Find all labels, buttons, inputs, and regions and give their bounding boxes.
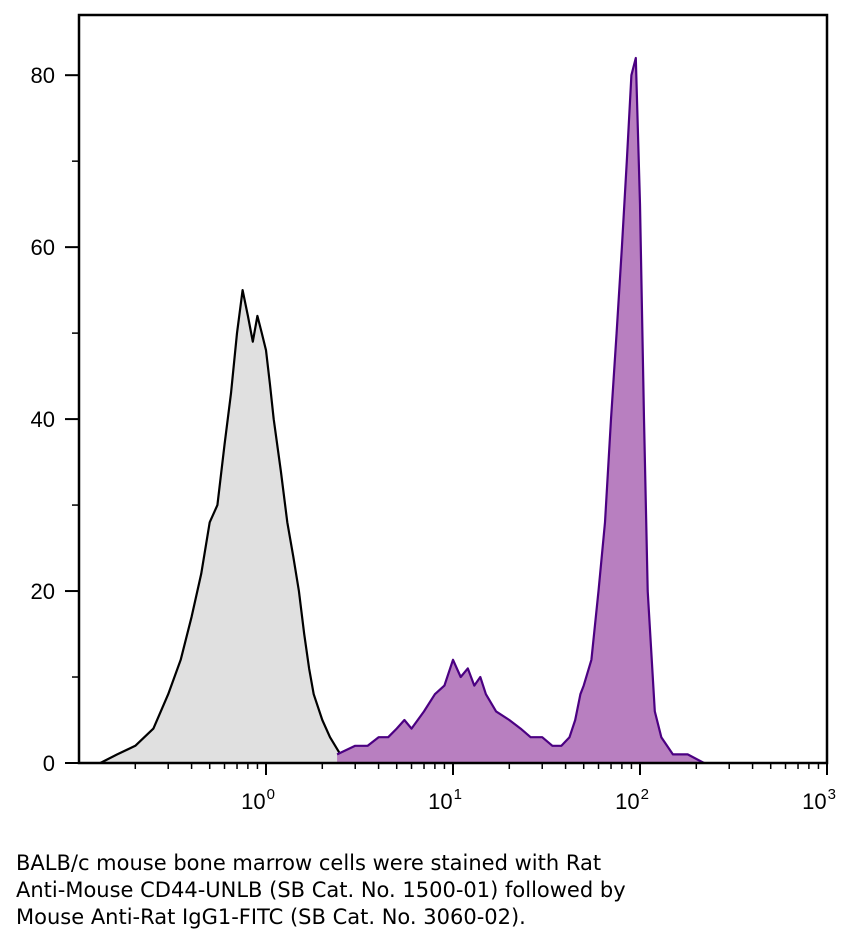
series-layer — [99, 56, 705, 764]
series-2-area — [337, 58, 704, 763]
x-tick-label: 101 — [428, 786, 462, 814]
caption-line: Anti-Mouse CD44-UNLB (SB Cat. No. 1500-0… — [16, 878, 626, 902]
caption-line: Mouse Anti-Rat IgG1-FITC (SB Cat. No. 30… — [16, 905, 526, 929]
x-tick-label: 103 — [802, 786, 836, 814]
series-1-line — [99, 289, 351, 764]
y-tick-label: 80 — [31, 63, 55, 88]
y-tick-label: 40 — [31, 407, 55, 432]
y-tick-label: 0 — [43, 751, 55, 776]
x-tick-label: 100 — [241, 786, 275, 814]
series-1-area — [100, 290, 350, 763]
caption-line: BALB/c mouse bone marrow cells were stai… — [16, 851, 602, 875]
y-tick-label: 20 — [31, 579, 55, 604]
y-tick-label: 60 — [31, 235, 55, 260]
histogram-chart: 100 101 102 103 0 20 40 60 80 — [31, 13, 836, 814]
figure-caption: BALB/c mouse bone marrow cells were stai… — [16, 850, 836, 931]
y-axis: 0 20 40 60 80 — [31, 63, 79, 776]
x-tick-label: 102 — [615, 786, 649, 814]
x-axis: 100 101 102 103 — [134, 763, 836, 814]
series-2-line — [336, 56, 705, 764]
